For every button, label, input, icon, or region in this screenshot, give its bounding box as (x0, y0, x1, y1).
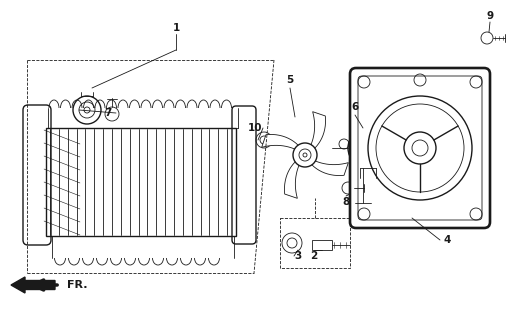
FancyBboxPatch shape (350, 68, 490, 228)
Bar (280, 218, 350, 268)
Circle shape (293, 143, 317, 167)
FancyArrow shape (11, 277, 55, 293)
Bar (46, 128, 236, 236)
Text: 3: 3 (294, 251, 302, 261)
Text: 5: 5 (286, 75, 294, 85)
Text: 6: 6 (351, 102, 359, 112)
Polygon shape (312, 161, 348, 176)
Text: 4: 4 (443, 235, 450, 245)
Bar (357, 219, 369, 227)
Bar (312, 240, 332, 250)
Text: 10: 10 (248, 123, 262, 133)
Text: 1: 1 (172, 23, 180, 33)
Polygon shape (284, 162, 299, 198)
Text: 9: 9 (486, 11, 494, 21)
Text: FR.: FR. (67, 280, 88, 290)
Polygon shape (262, 134, 298, 149)
Bar (353, 203, 373, 219)
Polygon shape (311, 112, 325, 148)
Text: 2: 2 (310, 251, 318, 261)
Text: 7: 7 (104, 108, 112, 118)
Text: 8: 8 (343, 197, 350, 207)
